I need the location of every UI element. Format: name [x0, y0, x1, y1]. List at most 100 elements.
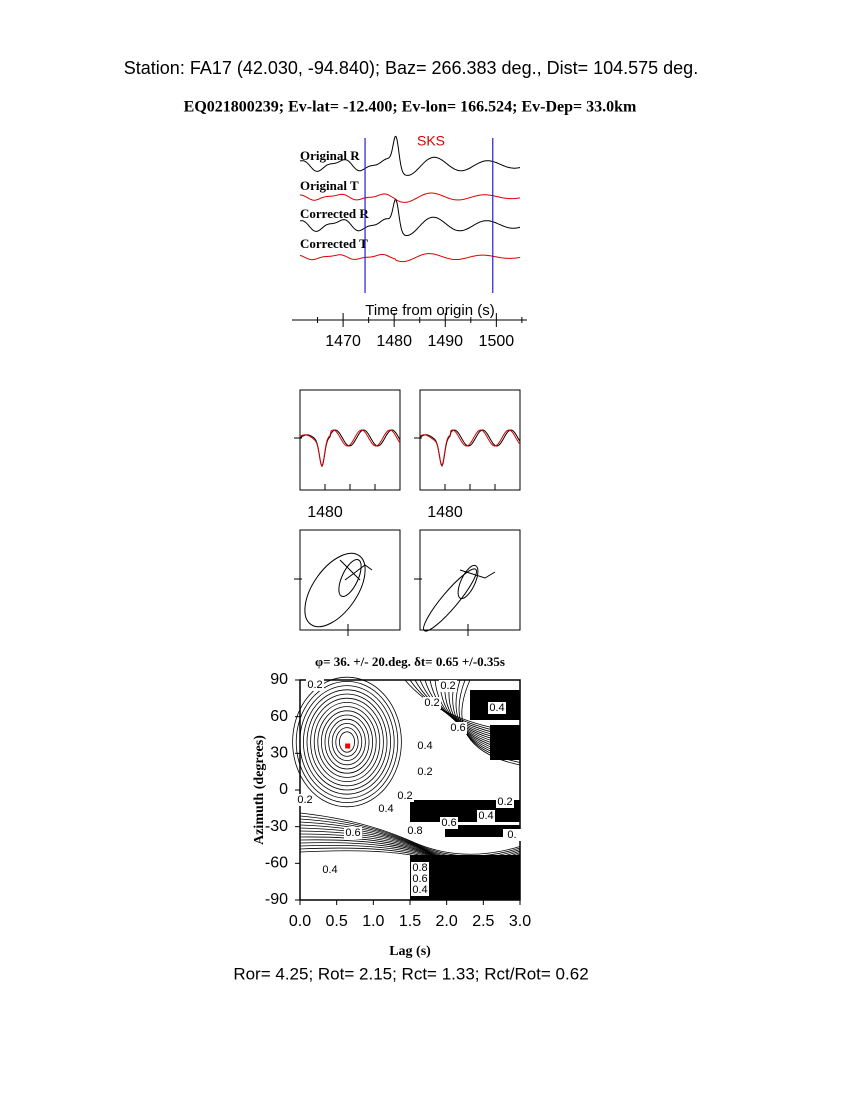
contour-label-bg — [377, 803, 395, 815]
contour-label: 0.2 — [297, 794, 312, 806]
contour-label: 0.2 — [440, 680, 455, 692]
contour-label: 0.6 — [412, 873, 427, 885]
contour-label-bg — [477, 810, 495, 822]
x-tick-label: 1490 — [427, 333, 463, 350]
contour-line — [299, 847, 521, 877]
x-axis-label: Time from origin (s) — [365, 302, 494, 319]
y-axis-label: Azimuth (degrees) — [252, 735, 267, 845]
contour-label: 0.4 — [489, 702, 504, 714]
contour-label-bg — [496, 796, 514, 808]
contour-label: 0.2 — [307, 679, 322, 691]
contour-label: 0.2 — [497, 796, 512, 808]
contour-label: 0.4 — [478, 810, 493, 822]
contour-label: 0.2 — [424, 697, 439, 709]
contour-line — [295, 681, 399, 804]
contour-label-bg — [416, 740, 434, 752]
panel-label: 1480 — [307, 504, 343, 521]
contour-label-bg — [449, 722, 467, 734]
contour-line — [299, 818, 521, 859]
panel — [299, 529, 401, 631]
x-tick-label: 1470 — [325, 333, 361, 350]
waveform — [419, 429, 521, 467]
contour-label-bg — [440, 817, 458, 829]
x-axis-label: Lag (s) — [389, 944, 431, 959]
contour-label: 0.8 — [407, 825, 422, 837]
contour-title: φ= 36. +/- 20.deg. δt= 0.65 +/-0.35s — [315, 654, 505, 669]
panel-label: 1480 — [427, 504, 463, 521]
contour-line — [299, 824, 521, 863]
contour-label-bg — [488, 702, 506, 714]
contour-label-bg — [416, 766, 434, 778]
contour-label-bg — [423, 697, 441, 709]
contour-label: 0.4 — [322, 864, 337, 876]
x-tick-label: 1.0 — [362, 913, 384, 930]
contour-line — [306, 693, 388, 791]
trace-label: Corrected R — [300, 206, 369, 221]
contour-label-bg — [411, 884, 429, 896]
contour-line — [320, 710, 373, 774]
contour-label: 0.6 — [450, 722, 465, 734]
y-tick-label: -60 — [265, 855, 288, 872]
contour-label: 0.6 — [345, 827, 360, 839]
x-tick-label: 1500 — [479, 333, 515, 350]
contour-line — [292, 676, 402, 808]
waveform — [299, 135, 521, 176]
contour-line — [414, 679, 521, 738]
trace-label: Original R — [300, 148, 360, 163]
y-tick-label: -90 — [265, 891, 288, 908]
contour-line — [313, 702, 381, 783]
phase-label: SKS — [417, 133, 445, 149]
contour-label-bg — [439, 680, 457, 692]
trace-label: Corrected T — [300, 236, 368, 251]
contour-label: 0.8 — [412, 862, 427, 874]
contour-line — [299, 850, 521, 879]
waveform — [299, 253, 521, 263]
contour-label: 0.2 — [417, 766, 432, 778]
contour-label-bg — [396, 790, 414, 802]
x-tick-label: 1480 — [376, 333, 412, 350]
contour-label-bg — [503, 829, 521, 841]
waveform — [299, 199, 521, 236]
contour-line — [317, 706, 377, 778]
contour-line — [331, 723, 363, 762]
x-tick-label: 0.0 — [289, 913, 311, 930]
contour-label: 0.2 — [397, 790, 412, 802]
x-tick-label: 2.0 — [436, 913, 458, 930]
contour-line — [328, 718, 366, 766]
contour-line — [310, 697, 384, 787]
y-tick-label: 90 — [270, 671, 288, 688]
contour-label-bg — [411, 873, 429, 885]
y-tick-label: 60 — [270, 708, 288, 725]
contour-label: 0.4 — [378, 803, 393, 815]
event-line: EQ021800239; Ev-lat= -12.400; Ev-lon= 16… — [184, 99, 637, 116]
y-tick-label: 30 — [270, 745, 288, 762]
contour-line — [335, 727, 359, 757]
contour-line — [299, 815, 521, 857]
best-fit-point — [345, 743, 351, 749]
contour-label: 0.4 — [412, 884, 427, 896]
contour-label-bg — [306, 679, 324, 691]
contour-label-bg — [406, 825, 424, 837]
contour-label: 0. — [507, 829, 516, 841]
panel — [419, 529, 521, 631]
y-tick-label: 0 — [279, 781, 288, 798]
x-tick-label: 2.5 — [472, 913, 494, 930]
waveform — [299, 429, 401, 467]
contour-label: 0.6 — [441, 817, 456, 829]
x-tick-label: 3.0 — [509, 913, 531, 930]
contour-line — [299, 821, 521, 861]
contour-line — [461, 679, 521, 766]
contour-line — [299, 839, 521, 872]
contour-line — [302, 689, 391, 795]
contour-label-bg — [296, 794, 314, 806]
station-line: Station: FA17 (42.030, -94.840); Baz= 26… — [124, 58, 698, 78]
contour-label-bg — [344, 827, 362, 839]
footer: Ror= 4.25; Rot= 2.15; Rct= 1.33; Rct/Rot… — [233, 964, 588, 983]
y-tick-label: -30 — [265, 818, 288, 835]
particle-motion — [304, 552, 496, 632]
contour-label-bg — [411, 862, 429, 874]
x-tick-label: 1.5 — [399, 913, 421, 930]
waveform — [299, 192, 521, 203]
x-tick-label: 0.5 — [326, 913, 348, 930]
